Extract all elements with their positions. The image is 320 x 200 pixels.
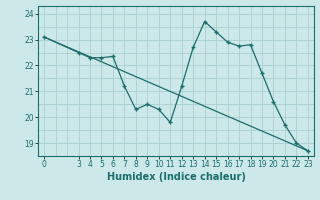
X-axis label: Humidex (Indice chaleur): Humidex (Indice chaleur) — [107, 172, 245, 182]
